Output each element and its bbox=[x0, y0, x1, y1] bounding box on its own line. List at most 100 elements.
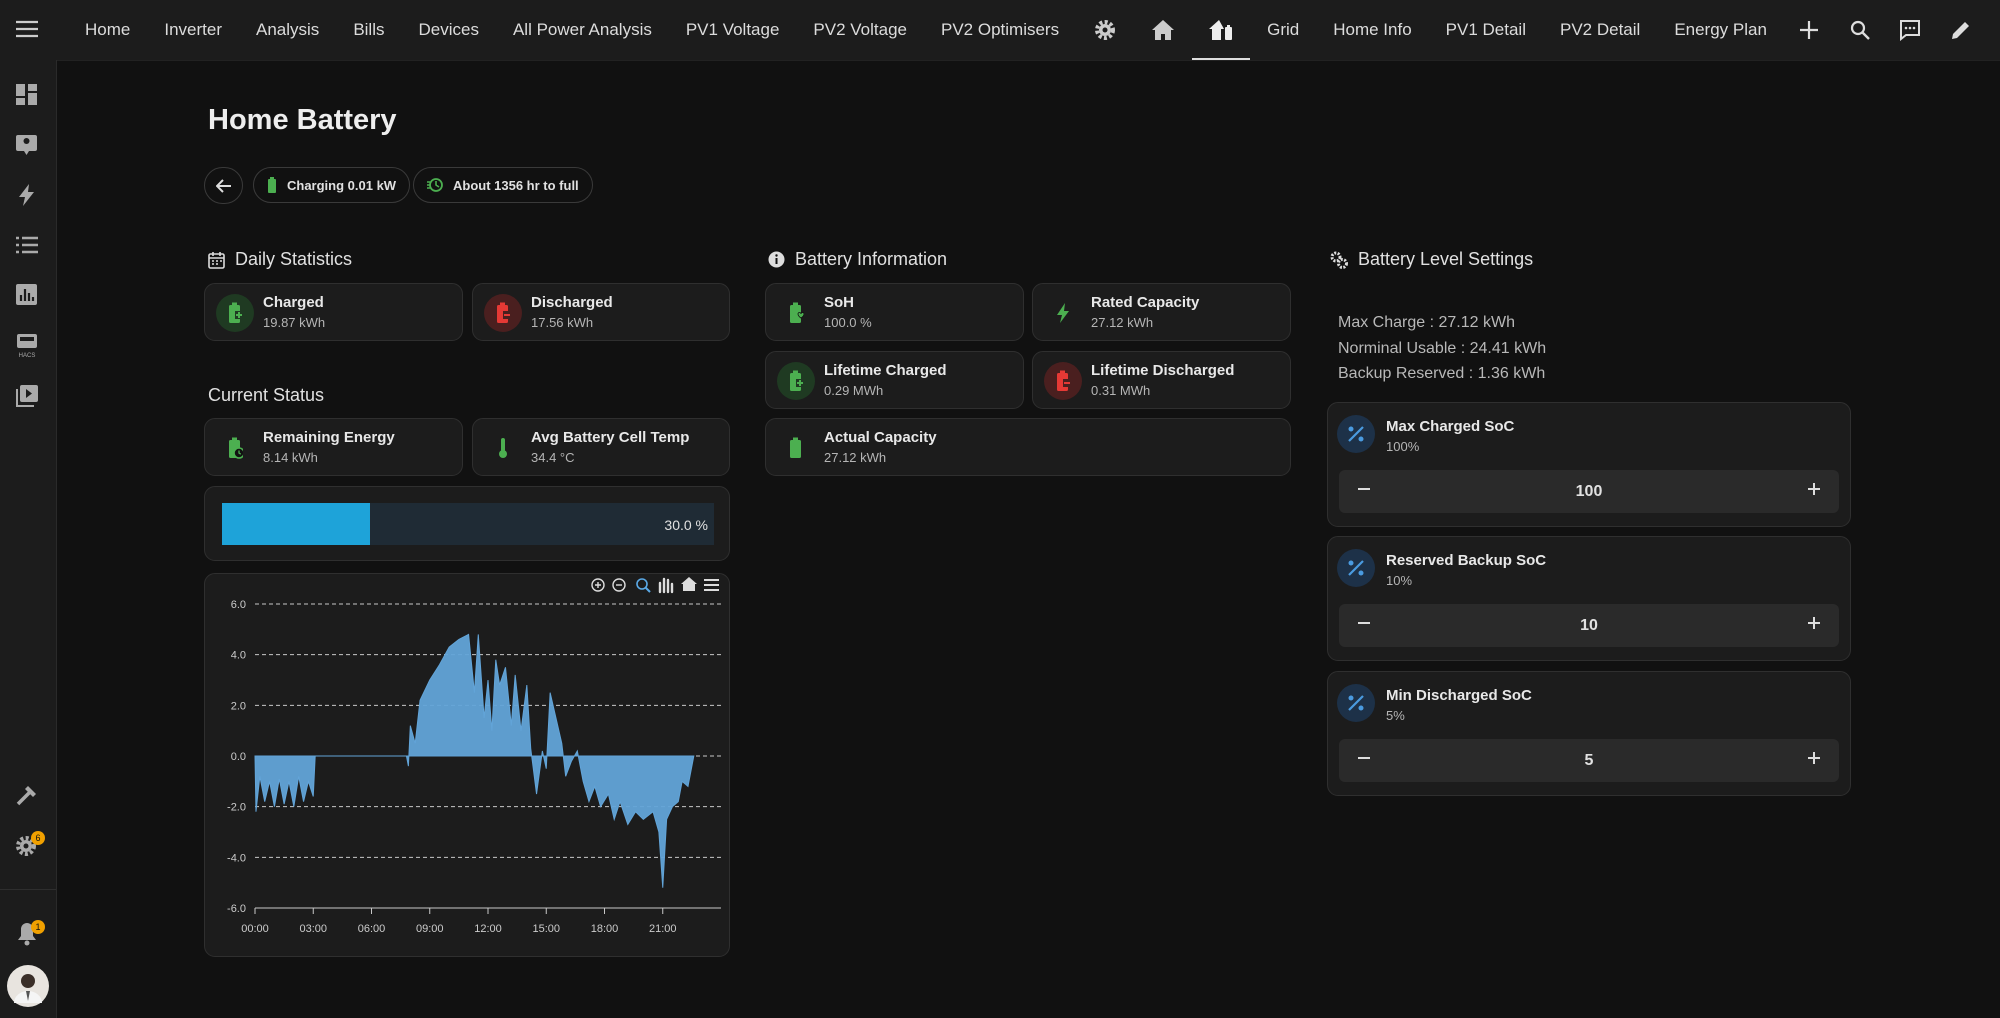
card-icon bbox=[777, 429, 815, 467]
card-value: 19.87 kWh bbox=[263, 315, 326, 330]
control-subtitle: 5% bbox=[1386, 708, 1405, 723]
status-chip[interactable]: About 1356 hr to full bbox=[413, 167, 593, 203]
card-text: Actual Capacity 27.12 kWh bbox=[824, 429, 937, 465]
nav-tab[interactable]: PV2 Optimisers bbox=[941, 20, 1060, 39]
decrement-button[interactable] bbox=[1357, 751, 1371, 770]
nav-tab[interactable]: Inverter bbox=[164, 20, 222, 39]
developer-tools-link[interactable] bbox=[16, 784, 38, 806]
nav-tab[interactable]: PV2 Voltage bbox=[813, 20, 907, 39]
settings-tab[interactable] bbox=[1076, 0, 1134, 60]
control-subtitle: 100% bbox=[1386, 439, 1420, 454]
sidebar: HACS 6 1 bbox=[0, 60, 57, 1018]
info-line: Backup Reserved : 1.36 kWh bbox=[1338, 365, 1546, 382]
assist-button[interactable] bbox=[1899, 19, 1921, 41]
decrement-button[interactable] bbox=[1357, 616, 1371, 635]
nav-tab[interactable]: Home bbox=[85, 20, 131, 39]
info-card: Rated Capacity 27.12 kWh bbox=[1032, 283, 1291, 341]
x-tick-label: 00:00 bbox=[241, 923, 269, 935]
contacts-link[interactable] bbox=[16, 134, 38, 156]
x-tick-label: 15:00 bbox=[532, 923, 560, 935]
hacs-link[interactable]: HACS bbox=[16, 334, 38, 360]
info-card: Avg Battery Cell Temp 34.4 °C bbox=[472, 418, 730, 476]
card-label: Lifetime Charged bbox=[824, 362, 947, 379]
logbook-link[interactable] bbox=[16, 235, 38, 255]
card-icon bbox=[216, 294, 254, 332]
soc-control: Reserved Backup SoC 10% 10 bbox=[1327, 536, 1851, 661]
increment-button[interactable] bbox=[1807, 482, 1821, 501]
info-card: Lifetime Charged 0.29 MWh bbox=[765, 351, 1024, 409]
nav-tab[interactable]: PV1 Detail bbox=[1445, 20, 1526, 39]
energy-link[interactable] bbox=[18, 184, 36, 206]
x-tick-label: 06:00 bbox=[358, 923, 386, 935]
y-tick-label: 4.0 bbox=[231, 650, 246, 662]
search-button[interactable] bbox=[1850, 20, 1870, 40]
edit-button[interactable] bbox=[1950, 19, 1972, 41]
control-text: Max Charged SoC 100% bbox=[1386, 418, 1514, 454]
y-tick-label: 2.0 bbox=[231, 700, 246, 712]
menu-button[interactable] bbox=[704, 579, 719, 591]
reset-button[interactable] bbox=[681, 577, 697, 591]
card-label: Avg Battery Cell Temp bbox=[531, 429, 690, 446]
settings-badge: 6 bbox=[31, 831, 45, 845]
back-button[interactable] bbox=[204, 167, 243, 204]
card-value: 17.56 kWh bbox=[531, 315, 594, 330]
card-value: 34.4 °C bbox=[531, 450, 575, 465]
increment-button[interactable] bbox=[1807, 616, 1821, 635]
y-tick-label: 0.0 bbox=[231, 751, 246, 763]
x-tick-label: 12:00 bbox=[474, 923, 502, 935]
nav-tab[interactable]: PV2 Detail bbox=[1559, 20, 1641, 39]
tab-group: Grid Home Info PV1 Detail PV2 Detail Energy … bbox=[1250, 0, 1784, 60]
history-link[interactable] bbox=[16, 284, 38, 306]
add-button[interactable] bbox=[1799, 20, 1819, 40]
decrement-button[interactable] bbox=[1357, 482, 1371, 501]
media-link[interactable] bbox=[16, 385, 38, 407]
zoom-out-button[interactable] bbox=[612, 578, 626, 592]
nav-tab[interactable]: Bills bbox=[353, 20, 385, 39]
level-card: 30.0 % bbox=[204, 486, 730, 561]
control-text: Reserved Backup SoC 10% bbox=[1386, 552, 1546, 588]
tab-bar: Home Inverter Analysis Bills Devices All Powe… bbox=[68, 0, 1784, 60]
nav-tab[interactable]: Grid bbox=[1267, 20, 1300, 39]
status-chip[interactable]: Charging 0.01 kW bbox=[253, 167, 411, 203]
user-avatar[interactable] bbox=[7, 965, 49, 1007]
nav-tab[interactable]: All Power Analysis bbox=[512, 20, 652, 39]
info-card: Remaining Energy 8.14 kWh bbox=[204, 418, 463, 476]
zoom-button[interactable] bbox=[636, 578, 651, 593]
overview-link[interactable] bbox=[16, 84, 38, 106]
section-title: Battery Information bbox=[795, 249, 948, 269]
page-title: Home Battery bbox=[208, 104, 397, 136]
y-tick-label: 6.0 bbox=[231, 599, 246, 611]
info-card: SoH 100.0 % bbox=[765, 283, 1024, 341]
home-tab[interactable] bbox=[1134, 0, 1192, 60]
x-tick-label: 18:00 bbox=[591, 923, 619, 935]
stepper-value: 100 bbox=[1575, 482, 1603, 500]
card-text: Lifetime Discharged 0.31 MWh bbox=[1091, 362, 1234, 398]
nav-tab[interactable]: Energy Plan bbox=[1674, 20, 1767, 39]
stepper-value: 10 bbox=[1580, 616, 1598, 634]
nav-tab[interactable]: Analysis bbox=[256, 20, 320, 39]
menu-button[interactable] bbox=[16, 20, 38, 38]
home-battery-tab[interactable] bbox=[1192, 0, 1251, 60]
card-value: 27.12 kWh bbox=[1091, 315, 1154, 330]
info-card: Lifetime Discharged 0.31 MWh bbox=[1032, 351, 1291, 409]
card-text: Discharged 17.56 kWh bbox=[531, 294, 613, 330]
nav-tab[interactable]: PV1 Voltage bbox=[685, 20, 780, 39]
nav-tab[interactable]: Devices bbox=[418, 20, 479, 39]
pan-button[interactable] bbox=[658, 577, 674, 594]
control-label: Reserved Backup SoC bbox=[1386, 552, 1547, 569]
nav-tab[interactable]: Home Info bbox=[1333, 20, 1412, 39]
settings-link[interactable] bbox=[15, 834, 39, 858]
card-text: Rated Capacity 27.12 kWh bbox=[1091, 294, 1199, 330]
card-value: 27.12 kWh bbox=[824, 450, 887, 465]
increment-button[interactable] bbox=[1807, 751, 1821, 770]
card-value: 0.29 MWh bbox=[824, 383, 884, 398]
zoom-in-button[interactable] bbox=[591, 578, 605, 592]
chip-text: About 1356 hr to full bbox=[453, 177, 579, 193]
chart-toolbar bbox=[591, 577, 719, 594]
card-text: Charged 19.87 kWh bbox=[263, 294, 325, 330]
y-tick-label: -4.0 bbox=[227, 852, 246, 864]
level-track bbox=[222, 503, 714, 545]
card-value: 8.14 kWh bbox=[263, 450, 318, 465]
section-header: Battery Level Settings bbox=[1330, 249, 1533, 270]
